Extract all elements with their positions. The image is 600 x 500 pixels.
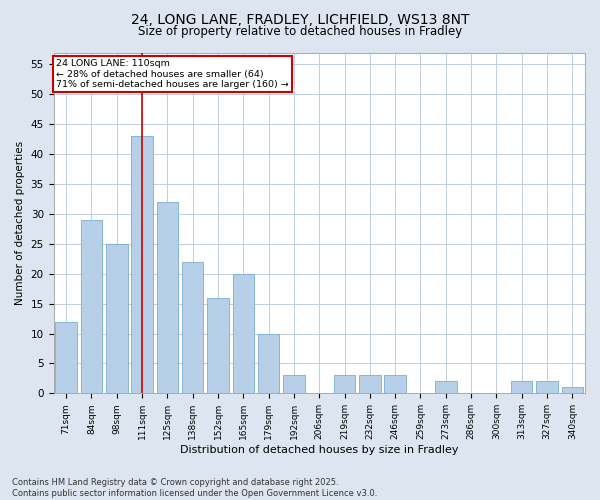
Bar xyxy=(182,262,203,394)
Bar xyxy=(81,220,102,394)
Bar xyxy=(359,376,380,394)
Bar xyxy=(562,388,583,394)
Y-axis label: Number of detached properties: Number of detached properties xyxy=(15,141,25,305)
Text: Contains HM Land Registry data © Crown copyright and database right 2025.
Contai: Contains HM Land Registry data © Crown c… xyxy=(12,478,377,498)
Text: 24, LONG LANE, FRADLEY, LICHFIELD, WS13 8NT: 24, LONG LANE, FRADLEY, LICHFIELD, WS13 … xyxy=(131,12,469,26)
Bar xyxy=(157,202,178,394)
Bar xyxy=(283,376,305,394)
Bar xyxy=(258,334,280,394)
Bar xyxy=(131,136,153,394)
Bar xyxy=(106,244,128,394)
Bar xyxy=(55,322,77,394)
Bar xyxy=(536,382,558,394)
Bar xyxy=(385,376,406,394)
Bar xyxy=(435,382,457,394)
Text: 24 LONG LANE: 110sqm
← 28% of detached houses are smaller (64)
71% of semi-detac: 24 LONG LANE: 110sqm ← 28% of detached h… xyxy=(56,60,289,89)
Bar xyxy=(233,274,254,394)
Bar xyxy=(334,376,355,394)
Text: Size of property relative to detached houses in Fradley: Size of property relative to detached ho… xyxy=(138,25,462,38)
Bar xyxy=(511,382,532,394)
X-axis label: Distribution of detached houses by size in Fradley: Distribution of detached houses by size … xyxy=(180,445,458,455)
Bar xyxy=(207,298,229,394)
